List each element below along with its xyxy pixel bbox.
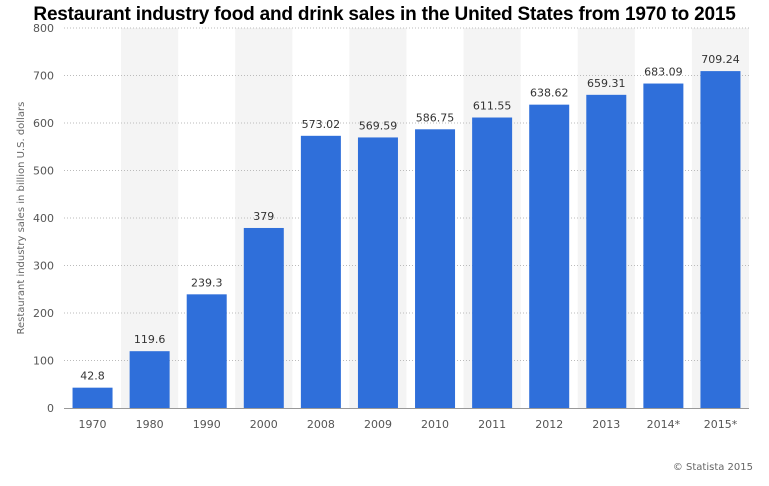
bar <box>300 135 341 409</box>
data-label: 239.3 <box>191 276 223 289</box>
bar <box>357 137 398 408</box>
y-tick-label: 400 <box>33 212 54 225</box>
y-tick-label: 200 <box>33 307 54 320</box>
x-tick-label: 2000 <box>250 418 278 431</box>
bar <box>700 71 741 409</box>
y-tick-label: 800 <box>33 22 54 35</box>
x-tick-label: 2014* <box>647 418 681 431</box>
data-label: 569.59 <box>359 119 398 132</box>
bar <box>243 227 284 408</box>
y-tick-label: 0 <box>47 402 54 415</box>
x-tick-label: 2011 <box>478 418 506 431</box>
bar <box>72 387 113 408</box>
copyright-text: © Statista 2015 <box>672 462 753 473</box>
x-tick-label: 2008 <box>307 418 335 431</box>
y-axis-label: Restaurant industry sales in billion U.S… <box>16 101 27 335</box>
bar <box>643 83 684 408</box>
data-label: 42.8 <box>80 370 105 383</box>
bar <box>472 117 513 409</box>
bar <box>586 94 627 408</box>
y-tick-label: 300 <box>33 260 54 273</box>
bar <box>186 294 227 408</box>
bar <box>129 351 170 408</box>
data-label: 683.09 <box>644 66 683 79</box>
data-label: 586.75 <box>416 111 455 124</box>
data-label: 659.31 <box>587 77 626 90</box>
data-label: 611.55 <box>473 100 512 113</box>
data-label: 709.24 <box>701 53 740 66</box>
x-tick-label: 2013 <box>592 418 620 431</box>
bar <box>529 104 570 408</box>
chart-title: Restaurant industry food and drink sales… <box>33 4 736 25</box>
x-tick-label: 2010 <box>421 418 449 431</box>
y-tick-label: 700 <box>33 70 54 83</box>
x-tick-label: 2009 <box>364 418 392 431</box>
x-tick-label: 2012 <box>535 418 563 431</box>
x-tick-label: 1970 <box>79 418 107 431</box>
data-label: 119.6 <box>134 333 166 346</box>
data-label: 379 <box>253 210 274 223</box>
x-tick-label: 2015* <box>704 418 738 431</box>
x-tick-label: 1990 <box>193 418 221 431</box>
data-label: 638.62 <box>530 87 569 100</box>
bar <box>415 129 456 408</box>
y-tick-label: 500 <box>33 165 54 178</box>
y-tick-label: 600 <box>33 117 54 130</box>
y-tick-label: 100 <box>33 355 54 368</box>
x-tick-label: 1980 <box>136 418 164 431</box>
data-label: 573.02 <box>302 118 341 131</box>
